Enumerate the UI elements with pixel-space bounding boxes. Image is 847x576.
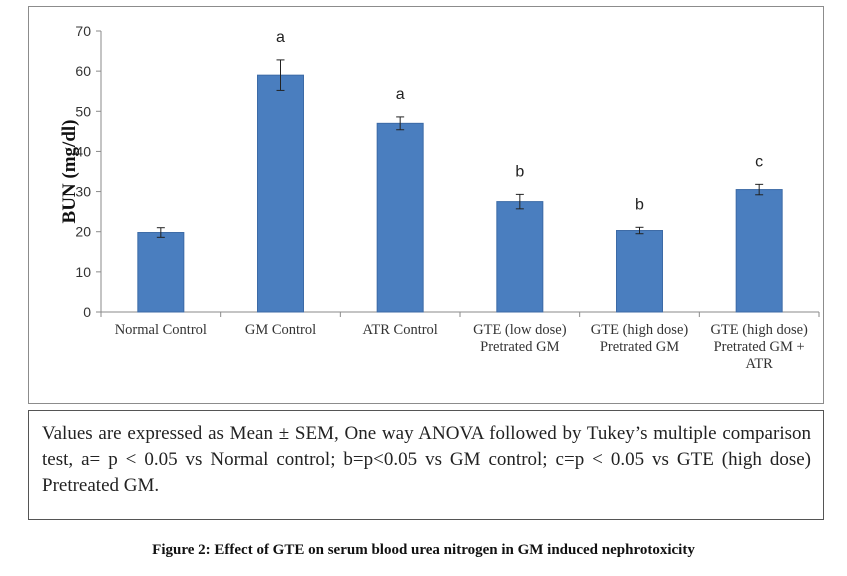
- significance-letter: a: [276, 29, 285, 46]
- y-tick-label: 40: [75, 143, 91, 159]
- significance-letter: b: [515, 163, 524, 180]
- x-category-label: Pretrated GM: [480, 339, 559, 355]
- figure-caption: Figure 2: Effect of GTE on serum blood u…: [152, 542, 695, 558]
- y-tick-label: 30: [75, 184, 91, 200]
- significance-letter: c: [755, 153, 763, 170]
- bar: [137, 232, 185, 313]
- y-tick-label: 10: [75, 264, 91, 280]
- y-axis-title: BUN (mg/dl): [59, 120, 80, 224]
- y-tick-label: 60: [75, 63, 91, 79]
- x-category-label: GTE (high dose): [710, 322, 808, 338]
- y-tick-label: 20: [75, 224, 91, 240]
- y-tick-label: 0: [83, 304, 91, 320]
- bar: [376, 122, 424, 313]
- chart-frame: 0 10 20 30 40 50 60 70 BUN (mg/dl) Normal Control…: [28, 6, 824, 404]
- statistics-note-text: Values are expressed as Mean ± SEM, One …: [42, 423, 811, 496]
- bar: [257, 74, 304, 313]
- bar: [735, 189, 783, 313]
- x-category-label: Pretrated GM +: [714, 339, 805, 355]
- y-tick-label: 70: [75, 23, 91, 39]
- x-category-label: ATR Control: [363, 322, 438, 338]
- significance-letter: a: [396, 86, 405, 103]
- x-category-label: GTE (low dose): [473, 322, 567, 338]
- significance-letter: b: [635, 196, 644, 213]
- bar: [616, 230, 663, 313]
- statistics-note: Values are expressed as Mean ± SEM, One …: [28, 410, 824, 520]
- y-tick-label: 50: [75, 103, 91, 119]
- x-category-label: ATR: [745, 356, 773, 372]
- bun-bar-chart: 0 10 20 30 40 50 60 70 BUN (mg/dl) Normal Control…: [59, 23, 820, 372]
- x-category-label: GM Control: [245, 322, 316, 338]
- bar: [496, 201, 544, 313]
- x-category-label: Pretrated GM: [600, 339, 679, 355]
- x-category-label: GTE (high dose): [591, 322, 689, 338]
- x-category-label: Normal Control: [115, 322, 207, 338]
